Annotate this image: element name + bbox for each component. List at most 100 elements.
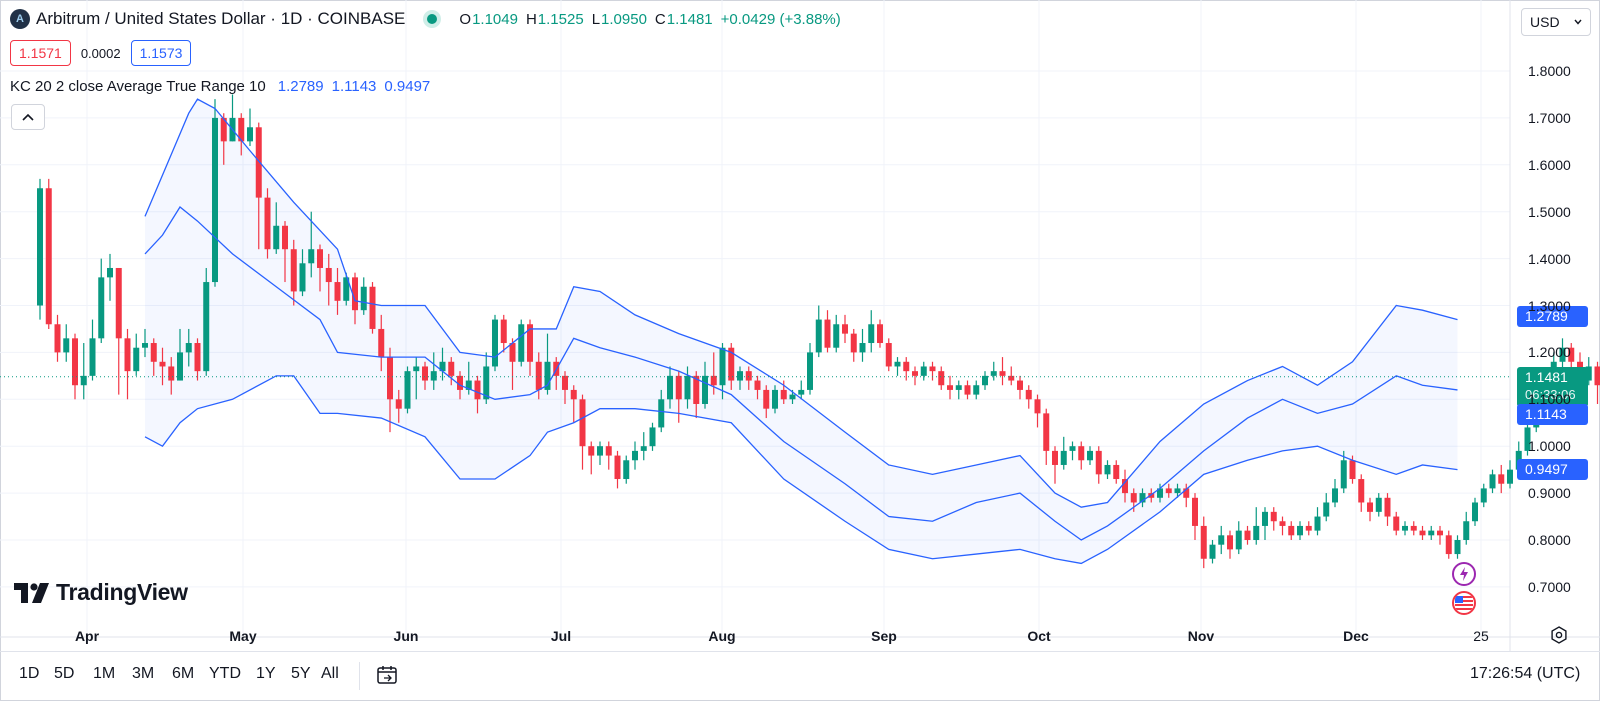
toolbar-divider bbox=[359, 662, 360, 690]
timeframe-1m[interactable]: 1M bbox=[93, 665, 116, 682]
candle-body bbox=[1060, 450, 1067, 465]
ohlc-h: H1.1525 bbox=[526, 11, 584, 28]
collapse-legend-button[interactable] bbox=[11, 104, 45, 130]
candle-body bbox=[413, 366, 420, 372]
candle-body bbox=[675, 375, 682, 400]
candle-body bbox=[1052, 450, 1058, 465]
candle-body bbox=[999, 371, 1006, 376]
timeframe-all[interactable]: All bbox=[321, 665, 339, 682]
indicator-legend[interactable]: KC 20 2 close Average True Range 10 1.27… bbox=[10, 78, 438, 95]
timeframe-5y[interactable]: 5Y bbox=[291, 665, 311, 682]
candle-body bbox=[1314, 516, 1321, 531]
brand-name: TradingView bbox=[56, 579, 188, 605]
kc-middle-badge: 1.1143 bbox=[1517, 404, 1588, 425]
sell-price-button[interactable]: 1.1571 bbox=[10, 40, 71, 66]
candle-body bbox=[649, 427, 656, 447]
candle-body bbox=[719, 347, 726, 386]
candle-body bbox=[1410, 525, 1417, 531]
candle-body bbox=[640, 446, 647, 451]
kc-upper-badge: 1.2789 bbox=[1517, 306, 1588, 327]
candle-body bbox=[702, 375, 708, 404]
candle-body bbox=[422, 366, 428, 381]
kc-upper-line bbox=[144, 98, 1458, 508]
candle-body bbox=[754, 380, 761, 390]
candle-body bbox=[465, 380, 472, 390]
candle-body bbox=[133, 347, 140, 372]
timeframe-5d[interactable]: 5D bbox=[54, 665, 75, 682]
ohlc-o: O1.1049 bbox=[459, 11, 518, 28]
candle-body bbox=[623, 460, 630, 480]
candle-body bbox=[1122, 479, 1128, 494]
utc-clock[interactable]: 17:26:54 (UTC) bbox=[1470, 665, 1581, 682]
price-chart[interactable] bbox=[0, 0, 1600, 651]
candle-body bbox=[1095, 450, 1102, 475]
y-tick-label: 1.4000 bbox=[1528, 250, 1571, 267]
candle-body bbox=[1069, 446, 1076, 451]
symbol-title[interactable]: Arbitrum / United States Dollar · 1D · C… bbox=[36, 9, 406, 28]
candle-body bbox=[632, 450, 638, 461]
spread-value: 0.0002 bbox=[80, 45, 121, 61]
candle-body bbox=[203, 282, 210, 372]
ohlc-c: C1.1481 bbox=[655, 11, 713, 28]
candle-body bbox=[1524, 427, 1531, 451]
candle-body bbox=[1244, 530, 1251, 540]
candle-body bbox=[684, 375, 691, 400]
candle-body bbox=[938, 371, 945, 386]
timeframe-6m[interactable]: 6M bbox=[172, 665, 195, 682]
candle-body bbox=[492, 319, 498, 367]
candle-body bbox=[710, 375, 717, 386]
kc-channel-fill bbox=[145, 99, 1458, 564]
candle-body bbox=[378, 328, 385, 358]
candle-body bbox=[72, 338, 78, 386]
candle-body bbox=[177, 352, 183, 381]
x-tick-label: 25 bbox=[1473, 628, 1489, 644]
timeframe-ytd[interactable]: YTD bbox=[209, 665, 241, 682]
market-status-dot[interactable] bbox=[427, 14, 438, 24]
settings-icon[interactable] bbox=[1550, 626, 1568, 649]
candle-body bbox=[1445, 535, 1452, 555]
candle-body bbox=[737, 371, 743, 381]
timeframe-3m[interactable]: 3M bbox=[132, 665, 155, 682]
candle-body bbox=[562, 375, 568, 390]
candle-body bbox=[859, 343, 866, 353]
candle-body bbox=[387, 357, 393, 400]
candle-body bbox=[1384, 497, 1391, 517]
tradingview-mark-icon bbox=[14, 582, 49, 603]
tradingview-logo[interactable]: TradingView bbox=[14, 579, 188, 606]
arbitrum-coin-icon[interactable]: A bbox=[10, 9, 30, 29]
candle-body bbox=[877, 324, 883, 344]
candle-body bbox=[395, 399, 402, 409]
currency-value: USD bbox=[1530, 14, 1560, 30]
candle-body bbox=[1157, 488, 1163, 498]
quote-row: 1.1571 0.0002 1.1573 bbox=[10, 40, 192, 66]
candle-body bbox=[1297, 525, 1303, 536]
candle-body bbox=[1428, 530, 1435, 536]
candle-body bbox=[535, 361, 542, 390]
y-tick-label: 0.7000 bbox=[1528, 578, 1571, 595]
candle-body bbox=[500, 319, 507, 344]
candle-body bbox=[1340, 460, 1347, 489]
candle-body bbox=[360, 286, 367, 311]
buy-price-button[interactable]: 1.1573 bbox=[130, 40, 192, 66]
candle-body bbox=[894, 361, 901, 367]
candle-body bbox=[255, 127, 262, 198]
candle-body bbox=[990, 371, 997, 376]
date-range-button[interactable] bbox=[375, 663, 399, 692]
bottom-toolbar: 1D 5D 1M 3M 6M YTD 1Y 5Y All 17:26:54 (UTC) bbox=[0, 651, 1600, 700]
candle-body bbox=[798, 389, 805, 395]
x-tick-label: Aug bbox=[708, 628, 736, 644]
candle-body bbox=[1078, 446, 1085, 461]
us-flag-event-icon[interactable] bbox=[1452, 591, 1476, 615]
candle-body bbox=[824, 319, 831, 348]
lightning-event-icon[interactable] bbox=[1452, 562, 1476, 586]
candle-body bbox=[842, 324, 848, 334]
timeframe-1y[interactable]: 1Y bbox=[256, 665, 276, 682]
timeframe-1d[interactable]: 1D bbox=[19, 665, 40, 682]
candle-body bbox=[273, 225, 280, 250]
candle-body bbox=[1025, 389, 1032, 400]
candle-body bbox=[483, 366, 490, 400]
candle-body bbox=[1472, 502, 1478, 522]
currency-select[interactable]: USD bbox=[1521, 8, 1591, 36]
candle-body bbox=[474, 380, 481, 400]
kc-lower-line bbox=[144, 375, 1458, 565]
